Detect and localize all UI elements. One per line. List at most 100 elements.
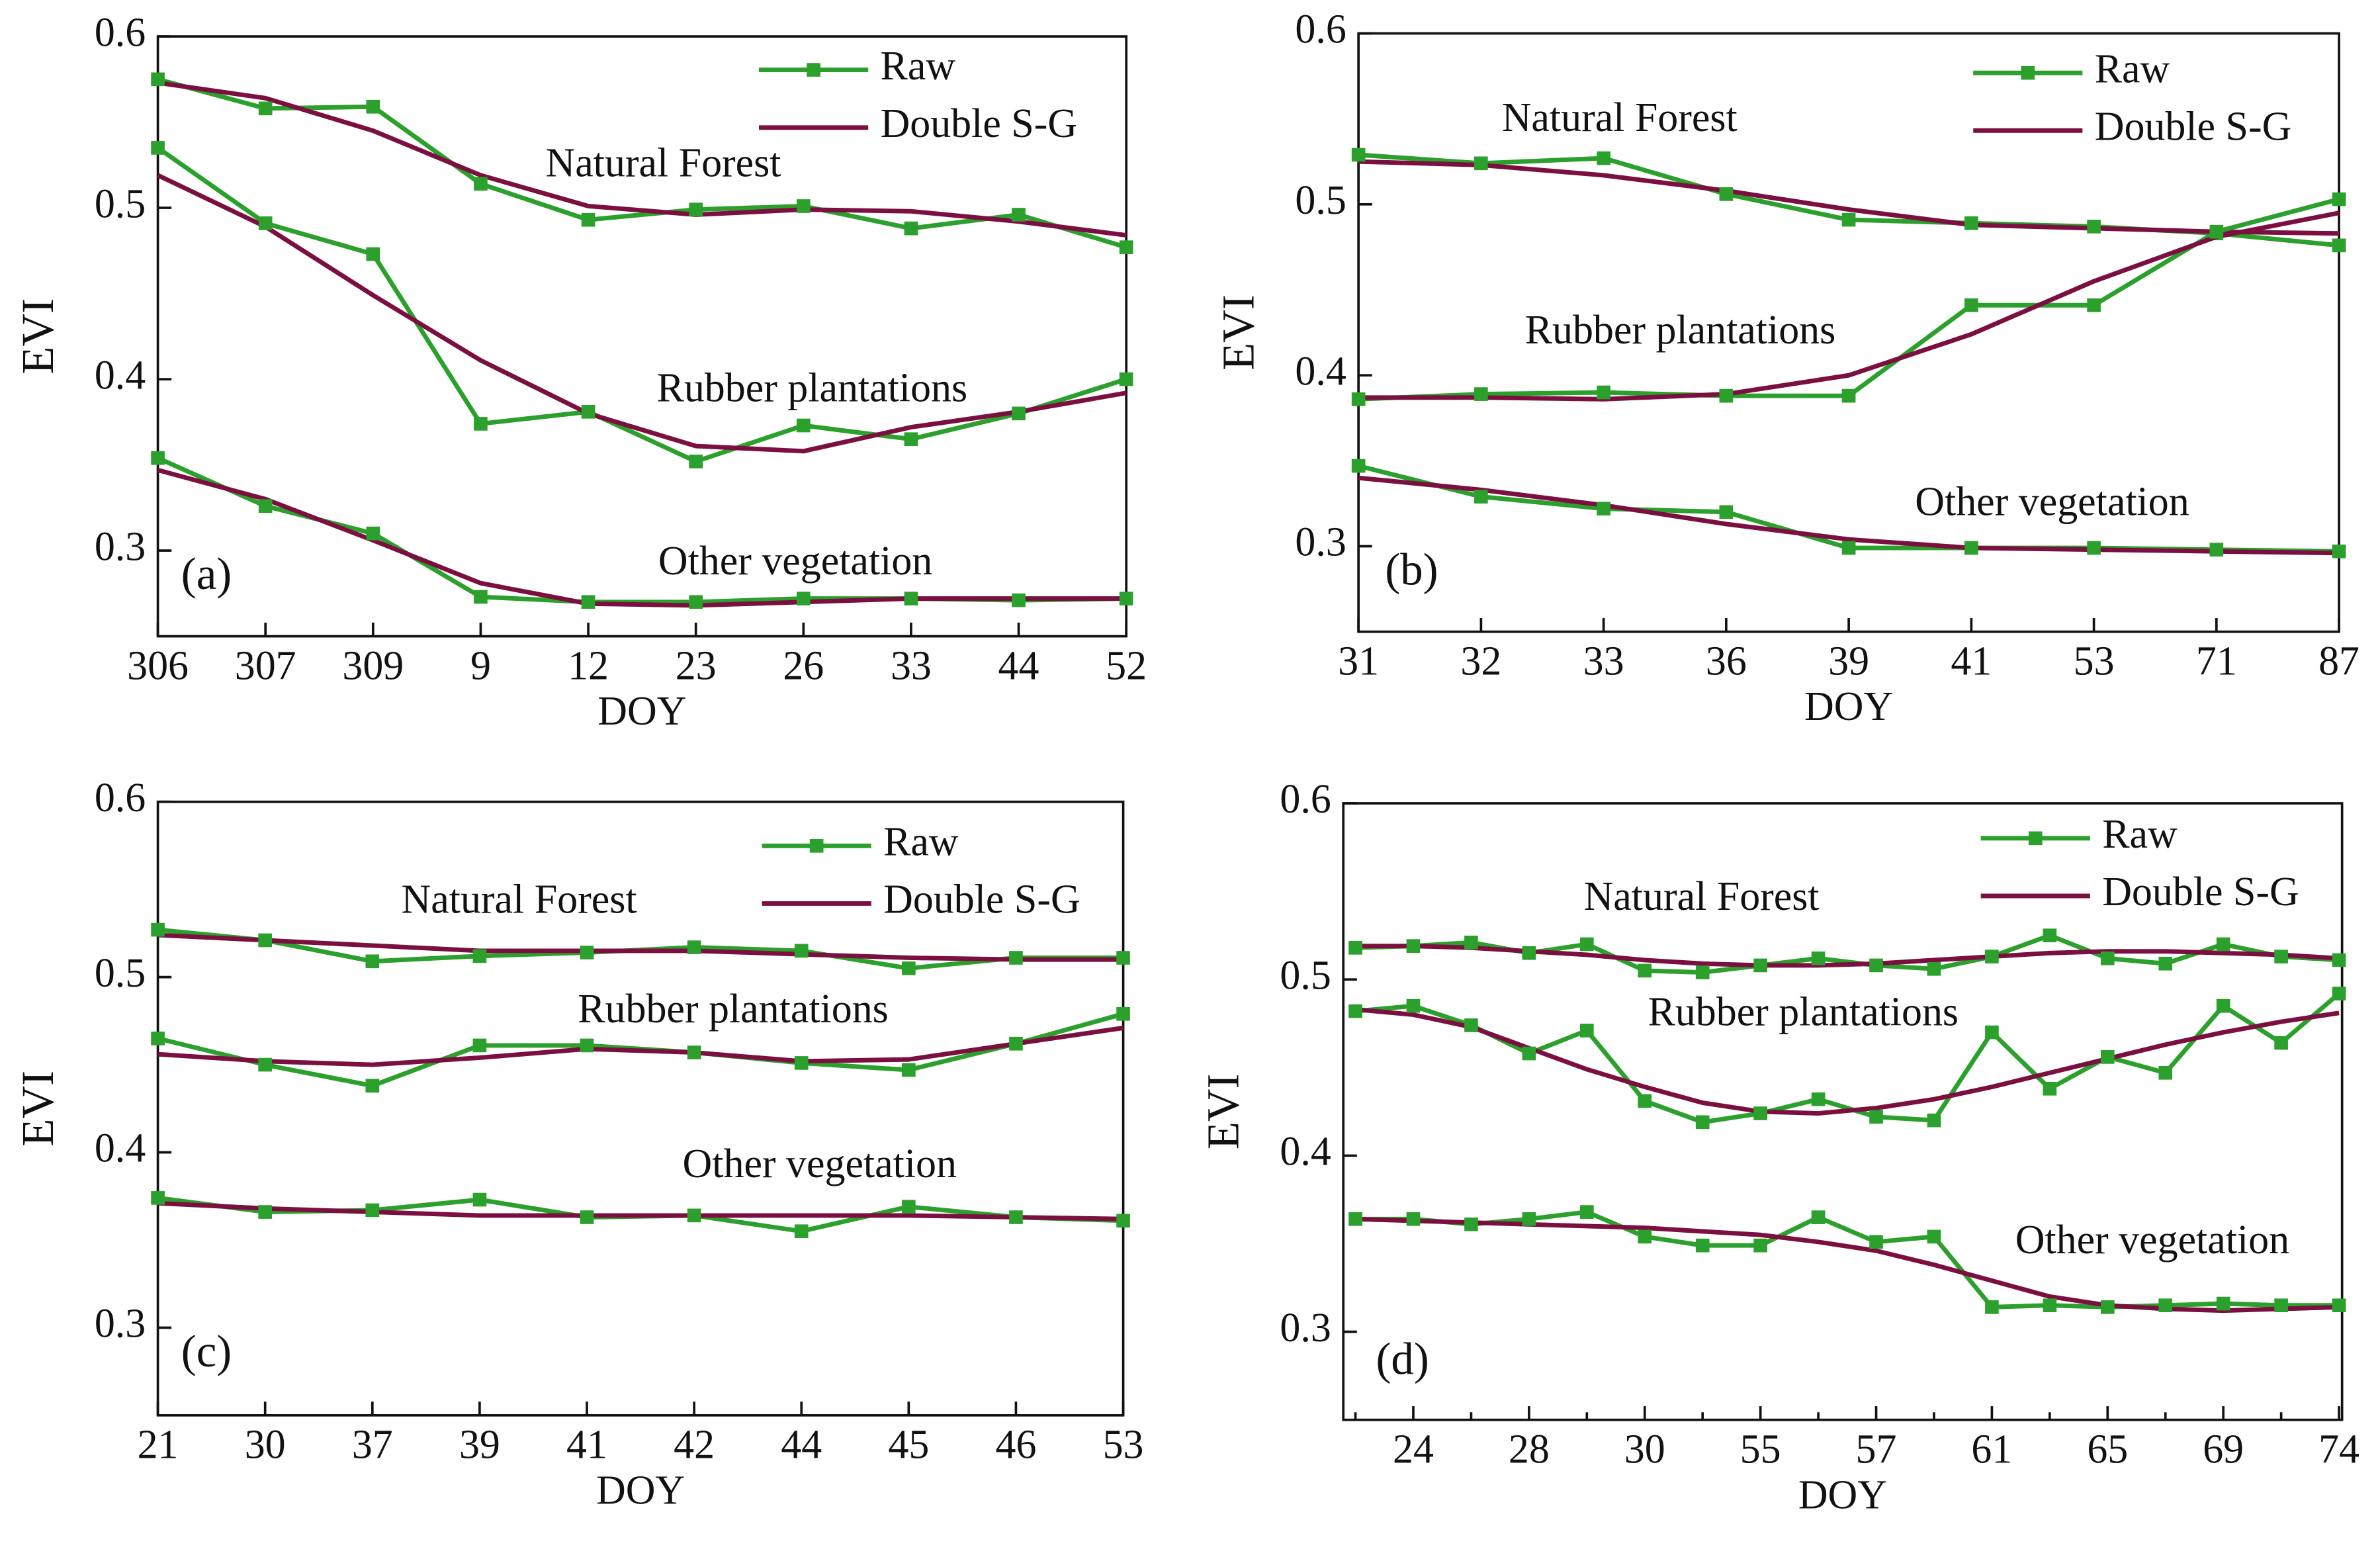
raw-marker [1348,1004,1362,1018]
x-tick-label: 52 [1106,643,1147,688]
raw-marker [258,1205,273,1219]
raw-marker [796,418,811,433]
x-tick-label: 71 [2196,639,2237,684]
y-axis-label: EVI [1198,1074,1249,1150]
raw-marker [1351,148,1366,162]
panel-label: (c) [181,1326,232,1376]
x-axis-label: DOY [596,1468,685,1513]
raw-marker [581,595,595,609]
raw-marker [365,1203,380,1218]
legend-label: Double S-G [881,101,1078,146]
raw-marker [1522,1212,1536,1226]
raw-marker [2332,544,2346,558]
raw-marker [1985,1025,1999,1040]
raw-marker [1579,1205,1594,1219]
y-tick-label: 0.4 [95,353,146,398]
y-tick-label: 0.3 [95,1302,146,1347]
raw-marker [2332,987,2346,1000]
x-axis-label: DOY [1798,1472,1887,1517]
series-label: Rubber plantations [1648,990,1959,1035]
raw-marker [151,72,165,87]
legend-label: Double S-G [883,877,1080,922]
x-tick-label: 33 [1583,639,1624,684]
raw-marker [580,1038,594,1053]
raw-marker [1927,961,1941,976]
raw-marker [366,526,380,541]
x-tick-label: 31 [1338,639,1379,684]
raw-marker [1119,372,1133,386]
double-sg-line [1358,159,2340,236]
raw-marker [1119,240,1133,254]
raw-marker [2087,298,2101,312]
raw-marker [2332,192,2346,206]
x-tick-label: 9 [470,643,491,688]
raw-marker [1351,392,1366,406]
y-tick-label: 0.4 [95,1126,146,1171]
double-sg-line [157,468,1127,608]
x-axis-label: DOY [597,689,686,734]
raw-marker [1579,1024,1594,1038]
series-label: Rubber plantations [578,987,889,1032]
raw-marker [1464,935,1478,950]
x-tick-label: 36 [1706,639,1747,684]
raw-marker [2332,1298,2346,1313]
raw-marker [1597,502,1610,516]
raw-marker [2274,950,2288,963]
raw-marker [904,592,918,605]
raw-marker [1753,958,1767,973]
raw-marker [2158,956,2173,971]
raw-marker [1695,1238,1710,1253]
raw-marker [1464,1018,1478,1032]
raw-marker [151,141,165,155]
raw-marker [581,404,595,419]
raw-marker [2087,541,2101,555]
raw-marker [1869,958,1883,973]
y-tick-label: 0.6 [1295,7,1346,52]
raw-marker [794,1056,809,1070]
y-tick-label: 0.6 [1280,777,1331,822]
double-sg-line [157,1026,1124,1067]
raw-line [1355,991,2341,1125]
raw-marker [2043,928,2057,942]
raw-marker [151,922,165,937]
x-tick-label: 307 [235,643,296,688]
raw-marker [2100,951,2115,965]
x-tick-label: 46 [995,1423,1036,1468]
plot-frame [1342,802,2344,1421]
double-sg-line [157,80,1127,238]
raw-line [157,456,1127,605]
x-tick-label: 30 [1624,1427,1665,1472]
raw-marker [1522,1046,1536,1061]
panel-label: (d) [1376,1334,1429,1384]
raw-marker [902,961,916,975]
raw-marker [687,940,701,954]
x-tick-label: 306 [127,643,189,688]
raw-marker [1927,1113,1941,1128]
raw-marker [1964,216,1978,230]
raw-marker [904,432,918,447]
raw-marker [1719,388,1734,403]
raw-marker [2209,224,2224,239]
x-tick-label: 41 [1951,639,1992,684]
y-tick-label: 0.3 [95,524,146,569]
x-tick-label: 21 [138,1423,179,1468]
raw-marker [1012,208,1026,222]
raw-marker [2043,1298,2057,1313]
legend-label: Raw [883,819,959,864]
raw-marker [1964,541,1978,555]
raw-marker [2332,238,2346,253]
raw-marker [258,216,273,230]
raw-marker [1719,505,1734,519]
raw-marker [1811,951,1826,965]
raw-marker [689,455,703,468]
raw-marker [258,933,273,948]
raw-marker [2100,1300,2115,1314]
raw-marker [1927,1229,1941,1244]
x-tick-label: 44 [781,1423,822,1468]
raw-marker [474,590,488,604]
x-tick-label: 69 [2203,1427,2244,1472]
raw-marker [1753,1106,1767,1120]
raw-marker [902,1200,916,1214]
raw-marker [474,417,488,431]
raw-marker [904,221,918,236]
